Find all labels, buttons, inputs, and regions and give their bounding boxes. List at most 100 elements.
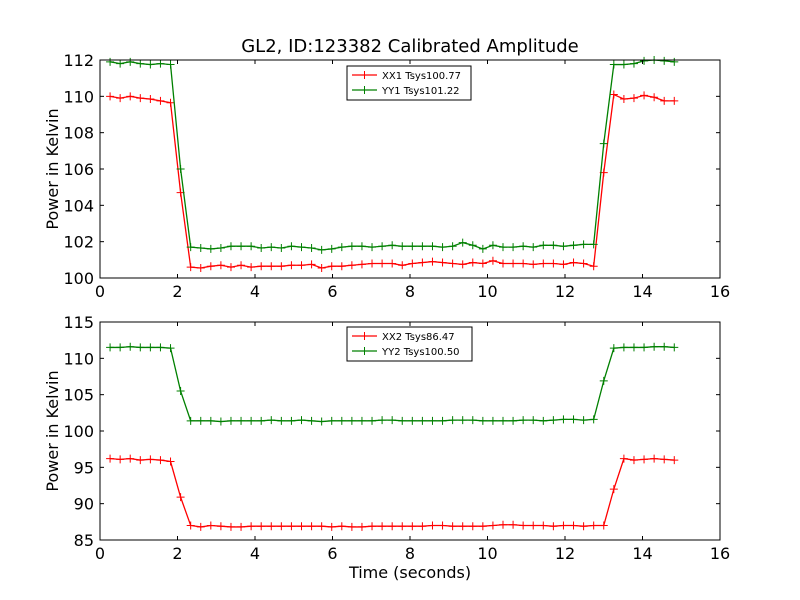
data-point [468,522,477,531]
data-point [670,456,679,465]
data-point [418,242,427,251]
data-point [206,521,215,530]
data-point [408,522,417,531]
y-tick-label: 110 [63,349,94,368]
x-tick-label: 8 [405,282,415,301]
data-point [468,258,477,267]
data-point [448,259,457,268]
legend-label: YY1 Tsys101.22 [381,86,460,97]
data-point [368,243,377,252]
data-point [307,244,316,253]
x-tick-label: 10 [477,544,497,563]
data-point [509,243,518,252]
data-point [529,416,538,425]
data-point [609,485,618,494]
data-point [539,241,548,250]
data-point [599,139,608,148]
data-point [247,242,256,251]
data-point [579,259,588,268]
legend-marker [360,71,369,79]
data-point [438,243,447,252]
x-tick-label: 6 [327,282,337,301]
data-point [519,521,528,530]
data-point [579,416,588,425]
data-point [599,376,608,385]
data-point [297,243,306,252]
y-tick-label: 105 [63,386,94,405]
data-point [216,417,225,426]
data-point [559,260,568,269]
data-point [106,92,115,101]
y-tick-label: 85 [74,531,94,550]
data-point [166,344,175,353]
data-point [368,522,377,531]
data-point [589,521,598,530]
data-point [609,60,618,69]
data-point [539,521,548,530]
data-point [357,522,366,531]
data-point [257,244,266,253]
data-point [196,244,205,253]
x-tick-label: 16 [710,282,730,301]
data-point [267,522,276,531]
data-point [488,521,497,530]
data-point [428,416,437,425]
y-tick-label: 112 [63,51,94,70]
data-point [307,260,316,269]
top-panel: 0 2 4 6 8 10 12 14 16 100 102 104 106 108 110 112 Power … [43,51,730,301]
data-point [650,454,659,463]
data-point [408,416,417,425]
legend-marker [360,332,369,340]
data-point [267,243,276,252]
data-point [660,455,669,464]
data-point [267,416,276,425]
data-point [549,522,558,531]
data-point [650,342,659,351]
data-point [126,57,135,66]
data-point [539,416,548,425]
data-point [619,95,628,104]
data-point [368,416,377,425]
data-point [106,454,115,463]
data-point [509,520,518,529]
data-point [186,263,195,272]
data-point [347,416,356,425]
data-point [206,244,215,253]
data-point [136,94,145,103]
data-point [388,416,397,425]
data-point [448,242,457,251]
data-point [277,416,286,425]
legend-label: XX1 Tsys100.77 [382,71,461,82]
data-point [327,522,336,531]
data-point [549,416,558,425]
data-point [156,343,165,352]
data-point [257,262,266,271]
data-point [327,244,336,253]
data-point [599,521,608,530]
legend-marker [360,347,369,355]
data-point [166,98,175,107]
data-point [186,521,195,530]
data-point [116,343,125,352]
data-point [196,416,205,425]
data-point [478,244,487,253]
data-point [357,416,366,425]
data-point [529,260,538,269]
data-point [569,241,578,250]
data-point [398,242,407,251]
y-tick-label: 102 [63,233,94,252]
data-point [226,263,235,272]
data-point [166,60,175,69]
legend-label: YY2 Tsys100.50 [381,347,460,358]
data-point [216,261,225,270]
y-tick-label: 110 [63,87,94,106]
legend-marker [360,86,369,94]
data-point [660,56,669,65]
data-point [559,521,568,530]
data-point [126,454,135,463]
data-point [458,238,467,247]
data-point [589,415,598,424]
data-point [499,520,507,529]
data-point [559,415,568,424]
x-axis-label: Time (seconds) [348,563,471,582]
